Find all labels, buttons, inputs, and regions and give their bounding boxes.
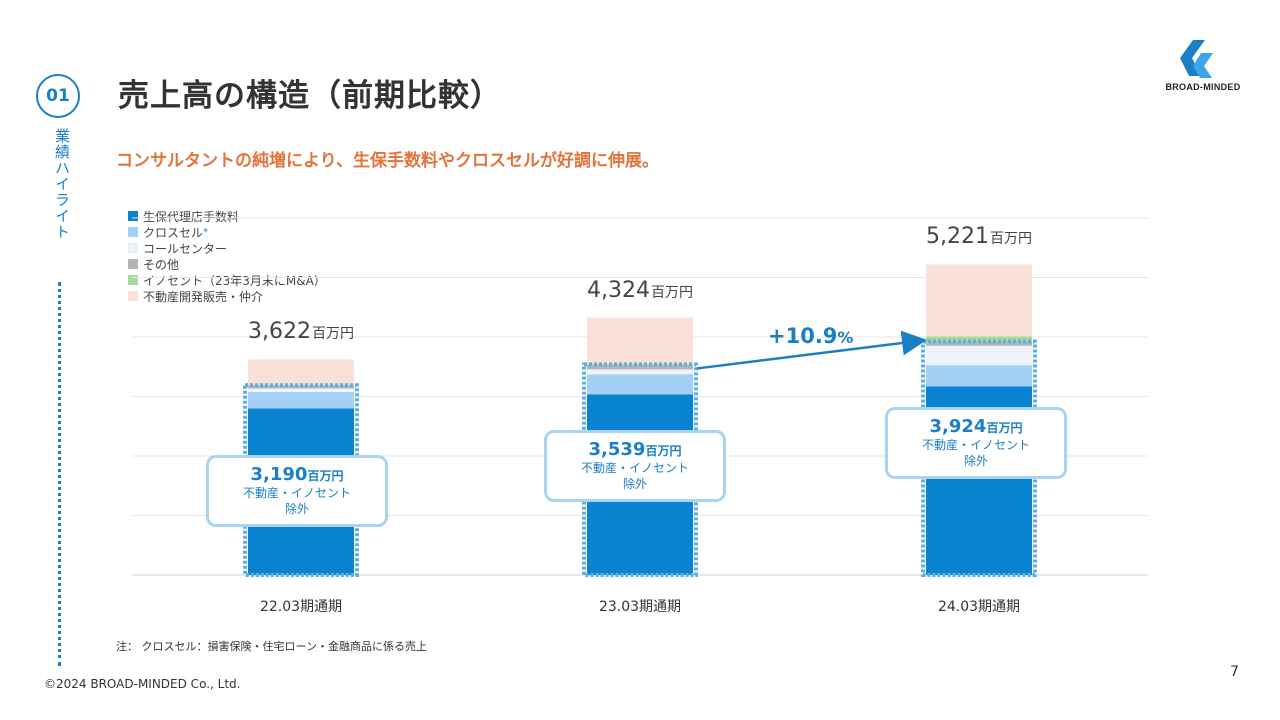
footnote: 注： クロスセル：損害保険・住宅ローン・金融商品に係る売上 — [116, 640, 427, 653]
excluding-value-label: 3,539百万円 — [547, 439, 723, 460]
excluding-note-line1: 不動産・イノセント — [242, 486, 351, 500]
bar-total-label: 5,221百万円 — [926, 224, 1032, 249]
bar-total-unit: 百万円 — [989, 231, 1032, 248]
bar-segment — [926, 365, 1032, 387]
growth-rate-unit: % — [837, 328, 854, 347]
legend-swatch — [128, 227, 138, 237]
bar-total-value: 4,324 — [587, 277, 650, 303]
x-tick-label: 22.03期通期 — [259, 599, 343, 615]
bar-total-value: 5,221 — [926, 224, 989, 250]
excluding-callout: 3,924百万円 不動産・イノセント 除外 — [885, 407, 1067, 479]
legend-item: クロスセル * — [128, 224, 326, 240]
excluding-value-label: 3,190百万円 — [209, 464, 385, 485]
legend-item: 不動産開発販売・仲介 — [128, 288, 326, 304]
excluding-note-line2: 除外 — [284, 502, 309, 516]
legend-item: コールセンター — [128, 240, 326, 256]
excluding-unit: 百万円 — [986, 421, 1023, 435]
excluding-value: 3,539 — [588, 439, 646, 460]
page-subtitle: コンサルタントの純増により、生保手数料やクロスセルが好調に伸展。 — [116, 151, 659, 171]
x-tick-label: 24.03期通期 — [937, 599, 1021, 615]
page-number: 7 — [1230, 664, 1239, 680]
bar-segment — [587, 317, 693, 365]
legend-swatch — [128, 291, 138, 301]
legend-item: 生保代理店手数料 — [128, 208, 326, 224]
bar-segment — [248, 359, 354, 386]
bar-total-unit: 百万円 — [311, 326, 354, 343]
growth-arrow — [696, 330, 927, 370]
legend-swatch — [128, 211, 138, 221]
excluding-callout: 3,190百万円 不動産・イノセント 除外 — [206, 455, 388, 527]
bar-segment — [926, 336, 1032, 342]
bar-segment — [248, 388, 354, 393]
legend-label: クロスセル — [143, 225, 204, 240]
excluding-note-line2: 除外 — [622, 477, 647, 491]
excluding-value: 3,190 — [250, 464, 308, 485]
section-label: 業績ハイライト — [53, 128, 71, 240]
legend-item: その他 — [128, 256, 326, 272]
brand-logo-icon — [1180, 40, 1213, 78]
bar-segment — [587, 369, 693, 375]
chart-legend: 生保代理店手数料 クロスセル * コールセンター その他 イノセント（23年3月末… — [128, 208, 326, 304]
legend-label: コールセンター — [143, 241, 228, 256]
legend-swatch — [128, 243, 138, 253]
bar-segment — [926, 264, 1032, 337]
section-divider — [58, 282, 61, 666]
excluding-callout: 3,539百万円 不動産・イノセント 除外 — [544, 430, 726, 502]
bar-total-label: 4,324百万円 — [587, 278, 693, 303]
section-number: 01 — [36, 74, 80, 118]
excluding-unit: 百万円 — [645, 444, 682, 458]
bar-segment — [926, 341, 1032, 346]
page-title: 売上高の構造（前期比較） — [118, 78, 502, 114]
x-tick-label: 23.03期通期 — [598, 599, 682, 615]
excluding-note-line1: 不動産・イノセント — [921, 438, 1030, 452]
growth-rate-value: +10.9 — [768, 324, 838, 348]
bar-total-unit: 百万円 — [650, 284, 693, 301]
brand-name: BROAD-MINDED — [1165, 82, 1241, 92]
bar-segment — [248, 392, 354, 409]
excluding-note-line2: 除外 — [963, 454, 988, 468]
bar-segment — [587, 374, 693, 395]
legend-label: その他 — [143, 257, 180, 272]
legend-swatch — [128, 275, 138, 285]
legend-label: 生保代理店手数料 — [143, 209, 240, 224]
bar-total-label: 3,622百万円 — [248, 319, 354, 344]
growth-rate-label: +10.9% — [768, 324, 853, 348]
excluding-value: 3,924 — [929, 416, 987, 437]
legend-label: 不動産開発販売・仲介 — [143, 289, 264, 304]
excluding-note-line1: 不動産・イノセント — [580, 461, 689, 475]
copyright: ©2024 BROAD-MINDED Co., Ltd. — [44, 677, 241, 691]
legend-footnote-mark: * — [203, 226, 209, 238]
bar-segment — [587, 364, 693, 370]
excluding-value-label: 3,924百万円 — [888, 416, 1064, 437]
excluding-outline — [921, 339, 1037, 577]
legend-swatch — [128, 259, 138, 269]
bar-total-value: 3,622 — [248, 319, 311, 345]
excluding-unit: 百万円 — [307, 469, 344, 483]
bar-segment — [926, 345, 1032, 366]
